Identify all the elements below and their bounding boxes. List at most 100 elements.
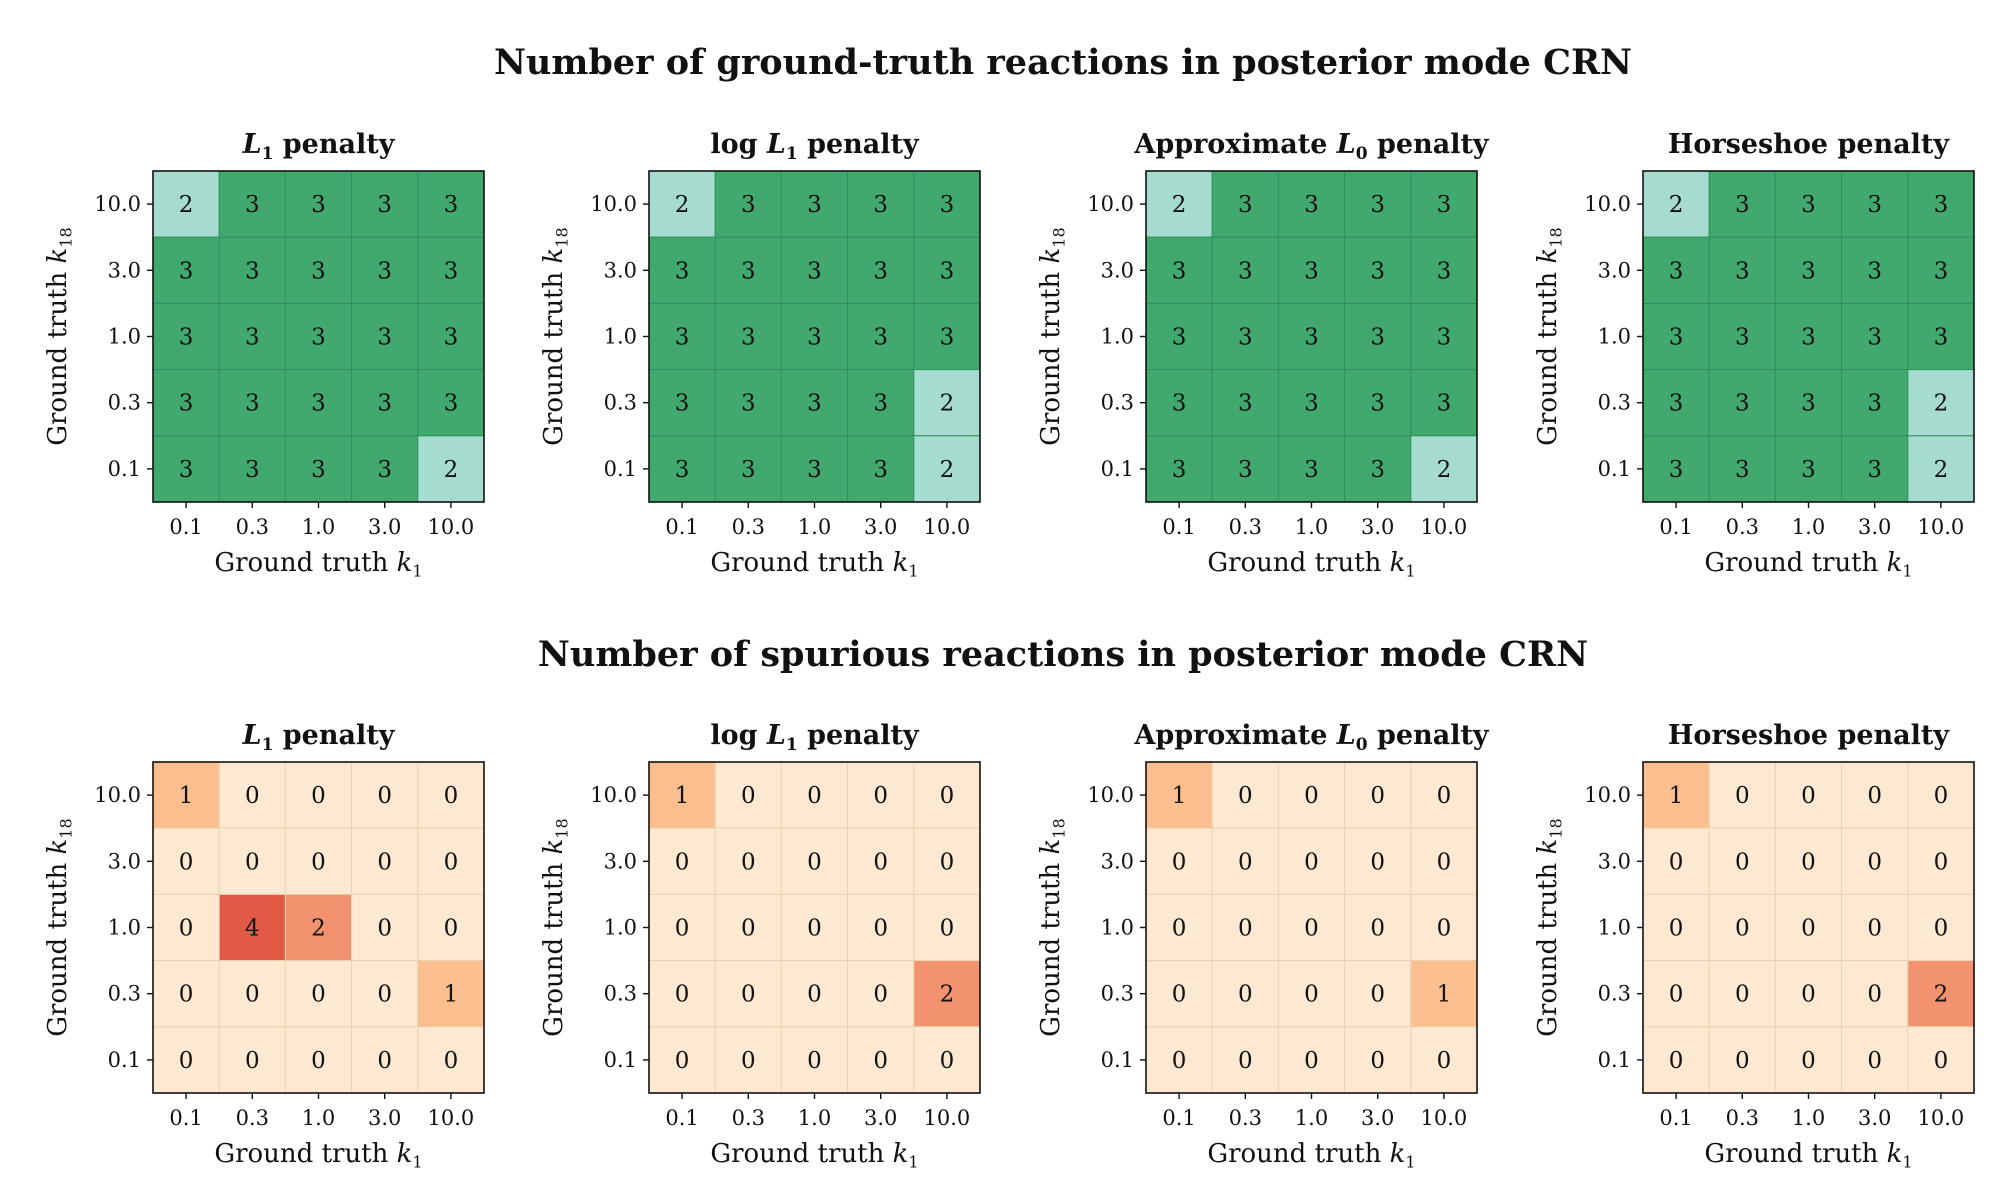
heatmap-cell xyxy=(780,893,849,962)
heatmap-cell xyxy=(1841,236,1909,304)
heatmap-cell xyxy=(780,960,849,1028)
cell-value-label: 0 xyxy=(940,849,955,875)
heatmap-cell xyxy=(913,236,981,304)
heatmap-cell xyxy=(417,302,485,371)
cell-value-label: 3 xyxy=(741,258,756,284)
heatmap-cell xyxy=(417,893,485,962)
cell-value-label: 3 xyxy=(1238,391,1253,417)
heatmap-cell xyxy=(780,761,849,829)
heatmap-cell xyxy=(152,761,220,829)
cell-value-label: 0 xyxy=(873,982,888,1008)
heatmap-cell xyxy=(1344,1026,1412,1094)
heatmap-panel: log L1​ penalty 2 3 3 3 3 3 3 3 3 3 3 3 3 3 3 3 3 3 3 2 3 3 3 3 2… xyxy=(539,129,981,581)
heatmap-cell xyxy=(714,369,782,437)
cell-value-label: 3 xyxy=(444,192,459,218)
x-tick-label: 1.0 xyxy=(798,1106,831,1130)
heatmap-panel: Approximate L0​ penalty 1 0 0 0 0 0 0 0 0 0 0 0 0 0 0 0 0… xyxy=(1036,720,1490,1172)
cell-value-label: 2 xyxy=(940,982,955,1008)
heatmap-cell xyxy=(847,1026,915,1094)
cell-value-label: 0 xyxy=(940,783,955,809)
cell-value-label: 3 xyxy=(1669,391,1684,417)
cell-value-label: 0 xyxy=(807,1048,822,1074)
cell-value-label: 0 xyxy=(245,1048,260,1074)
cell-value-label: 0 xyxy=(675,916,690,942)
cell-value-label: 0 xyxy=(311,849,326,875)
cell-value-label: 0 xyxy=(1238,849,1253,875)
cell-value-label: 0 xyxy=(1370,783,1385,809)
cell-value-label: 0 xyxy=(873,783,888,809)
heatmap-cell xyxy=(1642,170,1710,238)
cell-value-label: 3 xyxy=(1172,457,1187,483)
cell-value-label: 0 xyxy=(1867,982,1882,1008)
y-tick-label: 3.0 xyxy=(604,849,637,873)
cell-value-label: 3 xyxy=(807,192,822,218)
heatmap-cell xyxy=(1277,435,1346,503)
heatmap-cell xyxy=(152,170,220,238)
heatmap-cell xyxy=(913,761,981,829)
cell-value-label: 3 xyxy=(1867,258,1882,284)
heatmap-cell xyxy=(780,827,849,895)
cell-value-label: 0 xyxy=(1801,783,1816,809)
y-tick-label: 1.0 xyxy=(604,916,637,940)
y-tick-label: 0.3 xyxy=(1598,391,1631,415)
heatmap-cell xyxy=(351,827,419,895)
y-tick-label: 1.0 xyxy=(108,916,141,940)
cell-value-label: 1 xyxy=(1172,783,1187,809)
heatmap-panel: L1​ penalty 1 0 0 0 0 0 0 0 0 0 0 4 2 0 0 0 0 0 0 1 0 0 0 0 0 0.1 0… xyxy=(43,720,485,1172)
x-tick-label: 1.0 xyxy=(1792,515,1825,539)
heatmap-cell xyxy=(648,170,716,238)
cell-value-label: 0 xyxy=(1735,849,1750,875)
heatmap-cell xyxy=(1642,893,1710,962)
cell-value-label: 0 xyxy=(1669,1048,1684,1074)
cell-value-label: 3 xyxy=(245,391,260,417)
heatmap-cell xyxy=(847,302,915,371)
heatmap-cell xyxy=(1211,369,1279,437)
heatmap-cell xyxy=(847,761,915,829)
panel-title: Horseshoe penalty xyxy=(1668,129,1950,160)
cell-value-label: 3 xyxy=(1238,325,1253,351)
cell-value-label: 3 xyxy=(1370,258,1385,284)
cell-value-label: 3 xyxy=(245,258,260,284)
x-tick-label: 3.0 xyxy=(864,1106,897,1130)
x-tick-label: 0.3 xyxy=(1726,515,1759,539)
cell-value-label: 3 xyxy=(1801,457,1816,483)
cell-value-label: 0 xyxy=(1304,916,1319,942)
heatmap-cell xyxy=(780,369,849,437)
heatmap-cell xyxy=(913,369,981,437)
x-tick-label: 10.0 xyxy=(1918,1106,1965,1130)
x-tick-label: 10.0 xyxy=(428,1106,475,1130)
heatmap-cell xyxy=(780,236,849,304)
heatmap-cell xyxy=(1774,1026,1843,1094)
cell-value-label: 3 xyxy=(873,258,888,284)
cell-value-label: 3 xyxy=(807,391,822,417)
cell-value-label: 3 xyxy=(741,192,756,218)
cell-value-label: 3 xyxy=(1437,192,1452,218)
cell-value-label: 3 xyxy=(1669,258,1684,284)
x-axis-label: Ground truth k1 xyxy=(214,1139,422,1172)
cell-value-label: 0 xyxy=(444,783,459,809)
cell-value-label: 3 xyxy=(444,258,459,284)
cell-value-label: 0 xyxy=(1172,1048,1187,1074)
heatmap-cell xyxy=(648,435,716,503)
cell-value-label: 3 xyxy=(1801,391,1816,417)
cell-value-label: 1 xyxy=(1669,783,1684,809)
y-axis-label: Ground truth k18 xyxy=(539,227,572,446)
cell-value-label: 3 xyxy=(1867,192,1882,218)
heatmap-cell xyxy=(218,170,286,238)
cell-value-label: 0 xyxy=(807,916,822,942)
heatmap-cell xyxy=(417,960,485,1028)
x-tick-label: 1.0 xyxy=(1792,1106,1825,1130)
y-tick-label: 0.3 xyxy=(1101,982,1134,1006)
cell-value-label: 0 xyxy=(741,783,756,809)
cell-value-label: 0 xyxy=(179,849,194,875)
x-tick-label: 3.0 xyxy=(1361,1106,1394,1130)
cell-value-label: 3 xyxy=(873,391,888,417)
y-tick-label: 0.3 xyxy=(108,982,141,1006)
x-tick-label: 3.0 xyxy=(864,515,897,539)
cell-value-label: 3 xyxy=(675,457,690,483)
heatmap-cell xyxy=(648,369,716,437)
x-tick-label: 10.0 xyxy=(1421,1106,1468,1130)
cell-value-label: 0 xyxy=(873,849,888,875)
cell-value-label: 3 xyxy=(873,192,888,218)
x-axis-label: Ground truth k1 xyxy=(1704,1139,1912,1172)
